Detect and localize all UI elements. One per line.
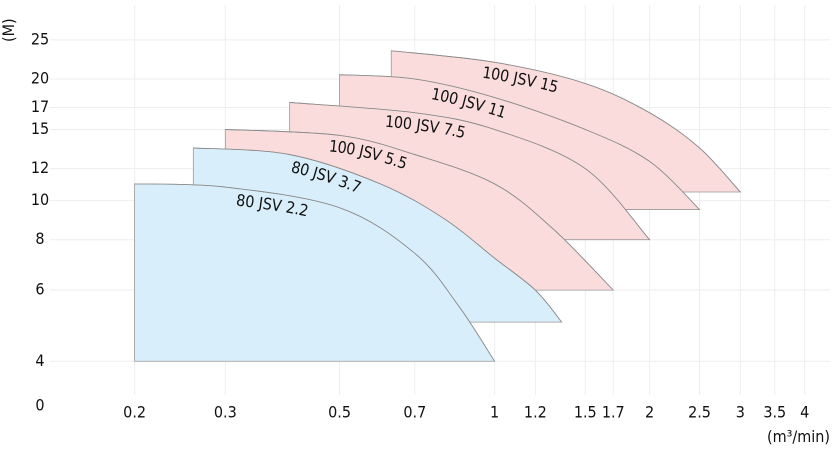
x-tick-label: 0.7 bbox=[403, 403, 426, 422]
y-tick-label: 6 bbox=[35, 280, 44, 299]
x-tick-label: 3.5 bbox=[763, 403, 786, 422]
y-tick-label: 20 bbox=[31, 69, 49, 88]
region-curve bbox=[134, 183, 495, 362]
y-tick-label: 12 bbox=[31, 158, 49, 177]
origin-label: 0 bbox=[35, 396, 44, 415]
x-tick-label: 0.5 bbox=[328, 403, 351, 422]
y-tick-label: 4 bbox=[35, 351, 44, 370]
x-tick-label: 1.5 bbox=[574, 403, 597, 422]
x-tick-label: 2 bbox=[645, 403, 654, 422]
region-curve bbox=[225, 129, 614, 291]
y-tick-label: 25 bbox=[31, 29, 49, 48]
region-curve bbox=[391, 50, 741, 193]
x-tick-label: 1.7 bbox=[602, 403, 625, 422]
region-curve bbox=[289, 102, 650, 240]
y-tick-label: 15 bbox=[31, 119, 49, 138]
y-tick-label: 10 bbox=[31, 190, 49, 209]
region-curve bbox=[193, 147, 563, 323]
x-tick-label: 0.3 bbox=[214, 403, 237, 422]
region-curve bbox=[339, 74, 700, 210]
x-tick-label: 3 bbox=[736, 403, 745, 422]
x-tick-label: 4 bbox=[800, 403, 809, 422]
y-tick-label: 8 bbox=[35, 229, 44, 248]
x-tick-label: 0.2 bbox=[123, 403, 146, 422]
x-tick-label: 1.2 bbox=[524, 403, 547, 422]
x-axis-label: (m³/min) bbox=[767, 427, 830, 446]
y-tick-label: 17 bbox=[31, 97, 49, 116]
x-tick-label: 1 bbox=[490, 403, 499, 422]
y-axis-label: (M) bbox=[0, 18, 18, 42]
x-tick-label: 2.5 bbox=[688, 403, 711, 422]
